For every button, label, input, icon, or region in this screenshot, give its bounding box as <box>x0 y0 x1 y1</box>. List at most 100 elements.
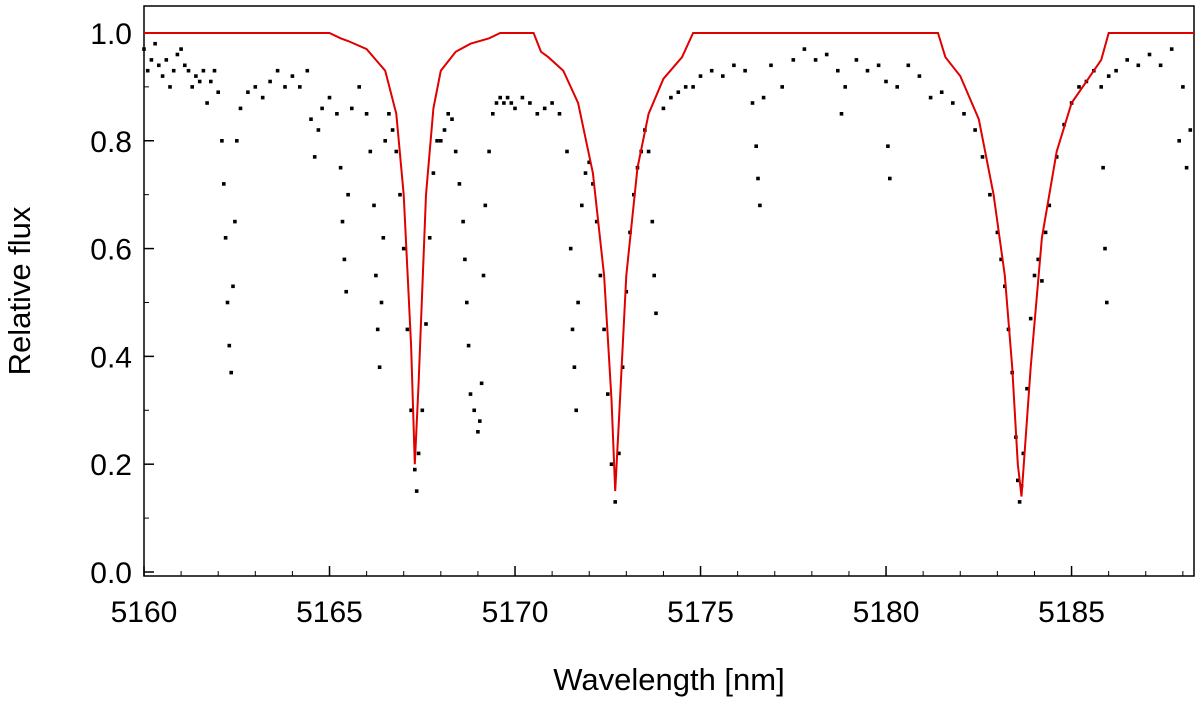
observed-point <box>183 63 187 68</box>
observed-point <box>350 106 354 111</box>
observed-point <box>309 117 313 121</box>
model-spectrum-line <box>144 32 1194 497</box>
tick-labels: 5160 5165 5170 5175 5180 5185 0.0 0.2 0.4 0.6 0.8 1… <box>90 18 1105 629</box>
observed-point <box>1103 246 1107 251</box>
observed-point <box>542 106 547 111</box>
observed-point <box>197 79 202 84</box>
observed-point <box>721 74 725 78</box>
observed-point <box>394 149 399 154</box>
observed-point <box>463 257 467 262</box>
observed-point <box>209 79 213 84</box>
observed-point <box>888 176 892 181</box>
observed-point <box>570 327 575 332</box>
observed-point <box>1021 451 1026 456</box>
observed-point <box>416 451 421 456</box>
observed-point <box>364 112 369 116</box>
observed-point <box>917 74 922 78</box>
observed-point <box>327 95 332 100</box>
observed-point <box>980 155 985 159</box>
observed-point <box>535 112 540 116</box>
observed-point <box>383 139 387 143</box>
observed-point <box>375 327 380 332</box>
y-axis-title: Relative flux <box>2 206 37 375</box>
observed-point <box>346 192 350 197</box>
observed-point <box>368 149 373 154</box>
observed-point <box>229 370 233 375</box>
observed-point <box>357 85 361 89</box>
observed-point <box>1043 230 1048 235</box>
observed-point <box>1028 316 1033 321</box>
observed-point <box>973 128 977 132</box>
observed-point <box>758 203 762 208</box>
observed-point <box>587 160 591 165</box>
observed-point <box>398 192 402 197</box>
x-tick-label: 5180 <box>853 596 920 629</box>
observed-point <box>409 408 413 413</box>
observed-point <box>1047 203 1052 208</box>
observed-point <box>802 47 807 51</box>
observed-point <box>260 95 265 100</box>
observed-point <box>1136 63 1141 68</box>
observed-point <box>414 489 419 493</box>
observed-point <box>465 300 469 305</box>
observed-point <box>843 85 847 89</box>
plot-frame <box>143 5 1195 577</box>
observed-point <box>999 257 1003 262</box>
observed-point <box>743 68 747 73</box>
observed-point <box>865 68 870 73</box>
observed-point <box>602 327 606 332</box>
observed-point <box>338 165 343 170</box>
observed-point <box>478 419 482 423</box>
observed-point <box>390 128 395 132</box>
observed-point <box>928 95 933 100</box>
observed-point <box>223 236 228 240</box>
observed-point <box>305 68 310 73</box>
observed-point <box>613 500 617 504</box>
observed-point <box>253 85 258 89</box>
observed-point <box>895 85 899 89</box>
observed-point <box>476 430 480 434</box>
x-tick-label: 5175 <box>667 596 734 629</box>
y-tick-label: 0.4 <box>90 341 132 374</box>
observed-point <box>320 106 324 111</box>
observed-point <box>1077 85 1081 89</box>
observed-point <box>574 408 578 413</box>
y-tick-label: 1.0 <box>90 18 132 51</box>
observed-point <box>650 219 655 224</box>
observed-point <box>669 95 673 100</box>
observed-point <box>951 101 955 105</box>
observed-point <box>1106 74 1111 78</box>
observed-point <box>450 117 454 121</box>
observed-point <box>654 311 658 316</box>
observed-point <box>1125 58 1129 62</box>
observed-point <box>435 139 439 143</box>
observed-point <box>164 58 169 62</box>
observed-point <box>233 219 237 224</box>
observed-point <box>387 112 391 116</box>
observed-point <box>761 95 766 100</box>
observed-point <box>962 112 966 116</box>
observed-point <box>246 90 250 94</box>
observed-point <box>201 68 206 73</box>
observed-point <box>813 58 818 62</box>
observed-point <box>442 128 447 132</box>
observed-point <box>617 451 621 456</box>
observed-point <box>216 90 220 94</box>
observed-point <box>222 182 226 186</box>
observed-point <box>312 155 317 159</box>
observed-point <box>413 467 417 472</box>
observed-point <box>854 58 859 62</box>
observed-point <box>424 322 428 326</box>
observed-point <box>1169 47 1174 51</box>
ticks <box>143 32 1184 576</box>
observed-point <box>528 101 532 105</box>
observed-point <box>179 47 183 51</box>
observed-point <box>290 74 295 78</box>
observed-point <box>160 74 165 78</box>
observed-point <box>520 95 525 100</box>
observed-point <box>381 236 386 240</box>
observed-point <box>494 101 499 105</box>
observed-point <box>377 365 382 369</box>
observed-point <box>1025 386 1029 391</box>
observed-point <box>1188 128 1193 132</box>
